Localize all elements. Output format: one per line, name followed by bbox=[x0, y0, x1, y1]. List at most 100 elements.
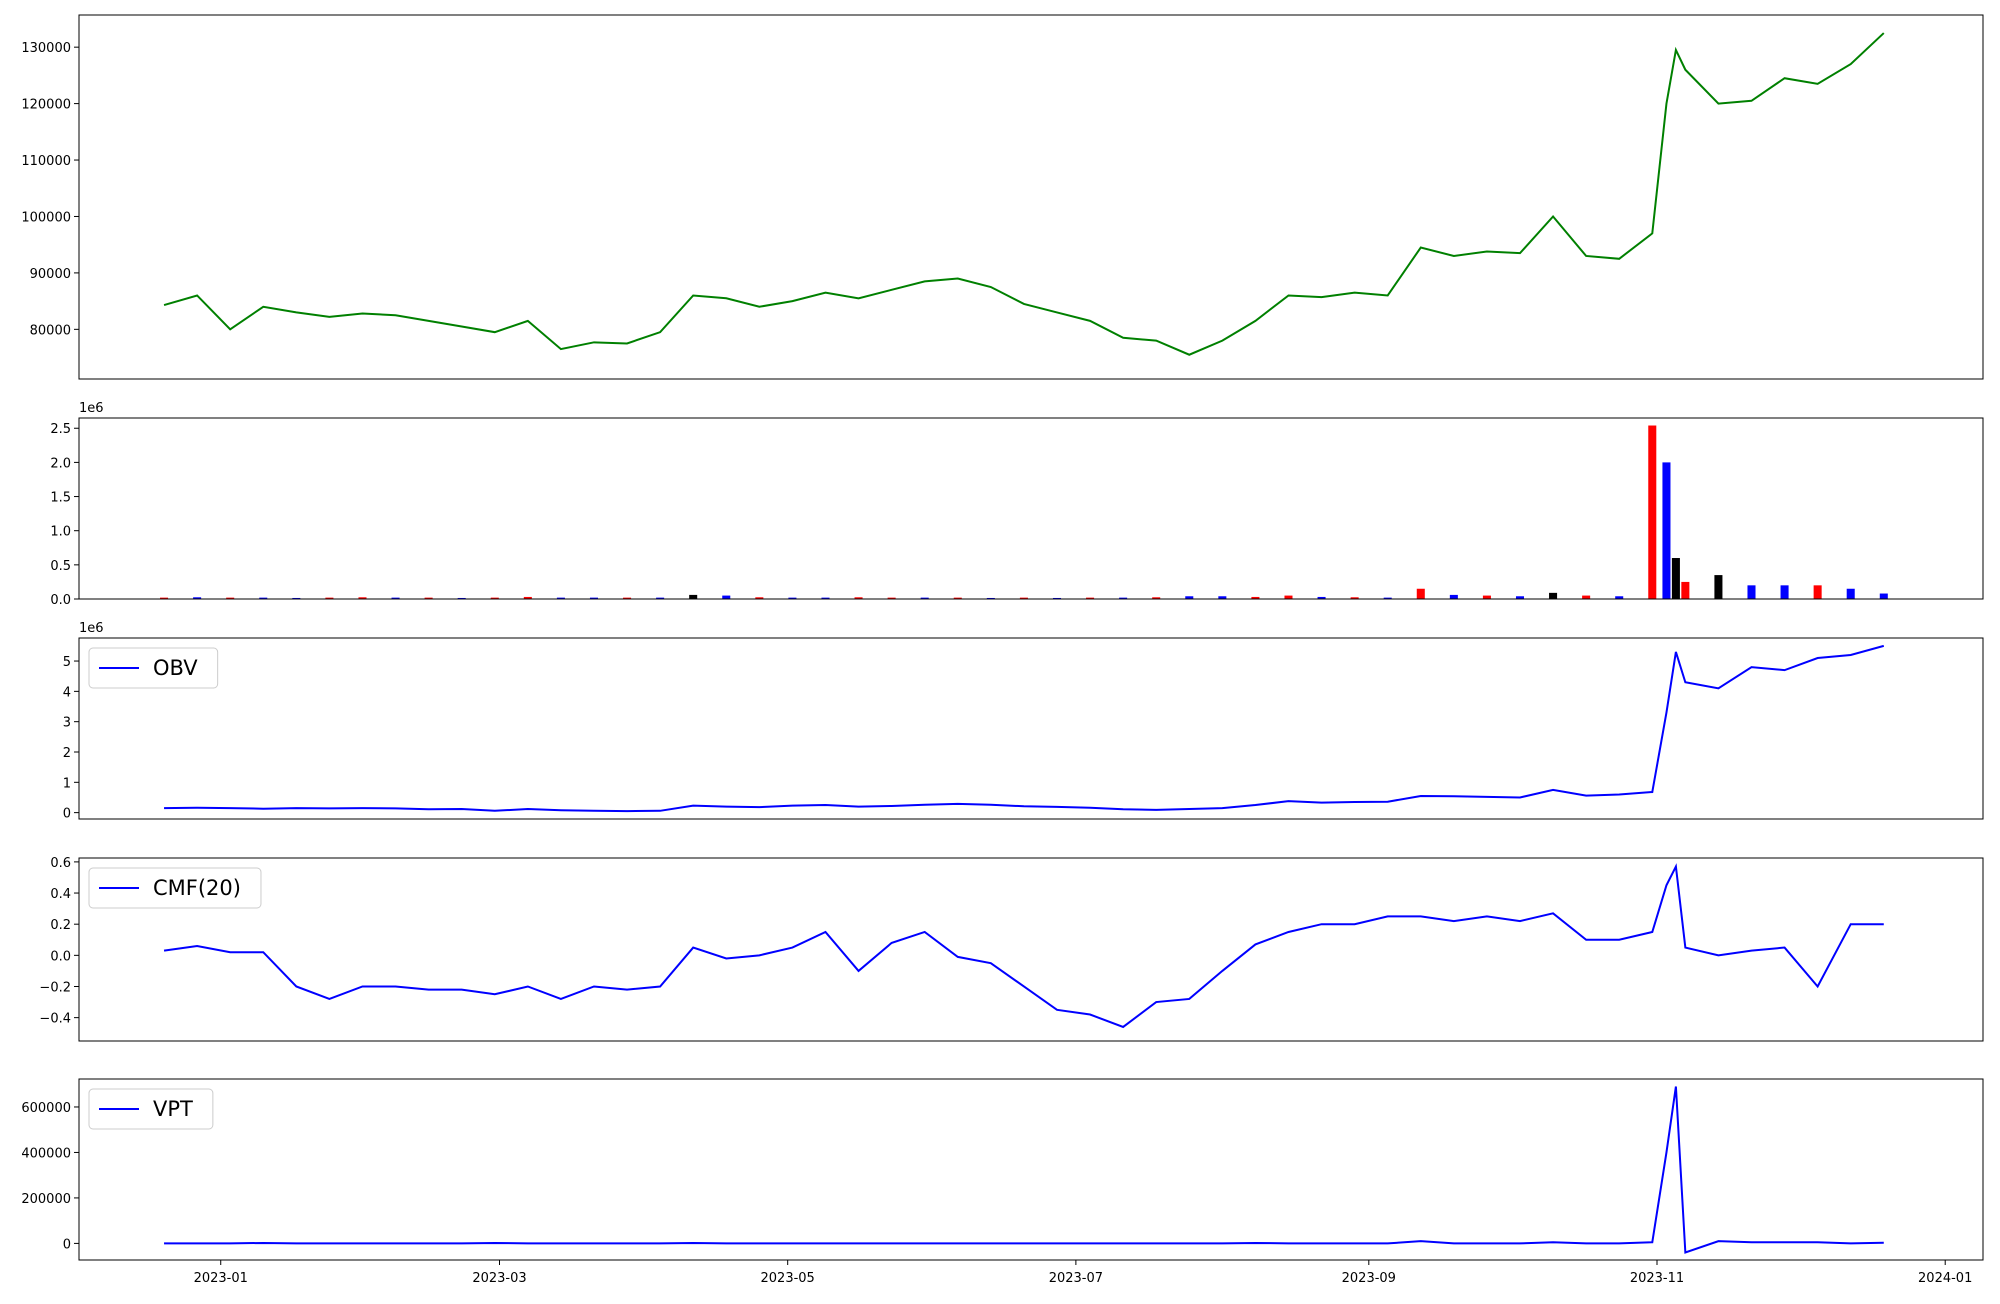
y-tick-label: 0.4 bbox=[50, 887, 71, 902]
y-tick-label: 1.5 bbox=[50, 491, 71, 506]
x-tick-label: 2023-01 bbox=[194, 1271, 248, 1286]
y-tick-label: −0.4 bbox=[39, 1012, 71, 1027]
legend-box bbox=[88, 647, 219, 689]
bar bbox=[1416, 588, 1425, 599]
y-tick-label: 100000 bbox=[21, 210, 71, 225]
y-tick-label: −0.2 bbox=[39, 980, 71, 995]
bar bbox=[226, 597, 235, 599]
bar bbox=[391, 597, 400, 599]
x-tick-label: 2023-03 bbox=[472, 1271, 526, 1286]
bar bbox=[1482, 595, 1491, 599]
bar bbox=[1086, 597, 1095, 599]
bar bbox=[1185, 596, 1194, 599]
bar bbox=[623, 597, 632, 599]
bar bbox=[490, 597, 499, 599]
plot-frame bbox=[78, 637, 1984, 820]
bar bbox=[1449, 594, 1458, 599]
y-tick-label: 80000 bbox=[30, 323, 71, 338]
legend: OBV bbox=[88, 647, 219, 689]
legend-label: VPT bbox=[153, 1097, 193, 1121]
x-tick-label: 2023-05 bbox=[761, 1271, 815, 1286]
axis-offset-label: 1e6 bbox=[79, 401, 104, 416]
y-tick-label: 1 bbox=[63, 776, 71, 791]
y-tick-label: 3 bbox=[63, 716, 71, 731]
bar bbox=[1350, 597, 1359, 599]
panel: 80000 90000 100000 110000 120000 130000 bbox=[21, 14, 1984, 380]
plot-frame bbox=[78, 417, 1984, 600]
y-tick-label: 4 bbox=[63, 685, 71, 700]
y-tick-label: 0.0 bbox=[50, 593, 71, 608]
bar bbox=[589, 597, 598, 599]
bar bbox=[1846, 588, 1855, 599]
bar bbox=[1052, 597, 1062, 599]
bar bbox=[457, 597, 466, 599]
bar bbox=[755, 597, 764, 599]
plot-frame bbox=[78, 14, 1984, 380]
bar bbox=[523, 596, 532, 599]
y-tick-label: 0.2 bbox=[50, 918, 71, 933]
bar bbox=[358, 597, 367, 599]
legend-label: OBV bbox=[153, 656, 198, 680]
plot-frame bbox=[78, 1078, 1984, 1261]
x-tick-label: 2023-09 bbox=[1342, 1271, 1396, 1286]
bar bbox=[887, 597, 896, 599]
bar bbox=[1671, 558, 1680, 599]
legend-label: CMF(20) bbox=[153, 876, 241, 900]
bar bbox=[1284, 595, 1293, 599]
y-tick-label: 1.0 bbox=[50, 525, 71, 540]
bar bbox=[556, 597, 565, 599]
bar bbox=[1582, 595, 1591, 599]
bar bbox=[1152, 597, 1161, 599]
y-tick-label: 2 bbox=[63, 746, 71, 761]
bar bbox=[424, 597, 433, 599]
y-tick-label: 0 bbox=[63, 1237, 71, 1252]
y-tick-label: 2.0 bbox=[50, 456, 71, 471]
bar bbox=[854, 597, 863, 599]
bar bbox=[160, 597, 169, 599]
bar bbox=[259, 597, 268, 599]
panel: −0.4 −0.2 0.0 0.2 0.4 0.6 CMF(20) bbox=[39, 856, 1984, 1042]
bar bbox=[722, 595, 731, 599]
panel: 0 1 2 3 4 5 1e6 OBV bbox=[63, 621, 1984, 822]
bar bbox=[1383, 597, 1392, 599]
bar bbox=[821, 597, 830, 599]
bar bbox=[1549, 592, 1558, 599]
y-tick-label: 0 bbox=[63, 807, 71, 822]
bar bbox=[1119, 597, 1128, 599]
y-tick-label: 0.0 bbox=[50, 949, 71, 964]
bar bbox=[1019, 597, 1028, 599]
bar bbox=[325, 597, 334, 599]
bar bbox=[689, 594, 698, 599]
bar bbox=[1714, 575, 1723, 599]
legend-box bbox=[88, 1088, 214, 1130]
bar bbox=[1681, 581, 1690, 599]
line bbox=[164, 644, 1885, 813]
bar bbox=[920, 597, 929, 599]
panel: 0 200000 400000 600000 2023-01 2023-03 2023-05… bbox=[21, 1078, 1984, 1286]
bar bbox=[986, 597, 995, 599]
bar bbox=[193, 597, 202, 599]
y-tick-label: 110000 bbox=[21, 154, 71, 169]
y-tick-label: 0.5 bbox=[50, 559, 71, 574]
bar bbox=[1615, 596, 1624, 599]
line bbox=[163, 863, 1884, 1029]
bar bbox=[1780, 585, 1789, 599]
line bbox=[163, 32, 1885, 356]
y-tick-label: 600000 bbox=[21, 1101, 71, 1116]
x-tick-label: 2024-01 bbox=[1918, 1271, 1972, 1286]
y-tick-label: 90000 bbox=[30, 267, 71, 282]
y-tick-label: 0.6 bbox=[50, 856, 71, 871]
bar bbox=[1662, 462, 1671, 599]
line bbox=[164, 1086, 1884, 1254]
bar bbox=[656, 597, 665, 599]
legend: CMF(20) bbox=[88, 867, 262, 909]
bar bbox=[1218, 596, 1227, 599]
bar bbox=[953, 597, 962, 599]
bar bbox=[1317, 596, 1326, 599]
bar bbox=[1813, 585, 1822, 599]
x-tick-label: 2023-11 bbox=[1630, 1271, 1684, 1286]
bar bbox=[1648, 425, 1657, 599]
axis-offset-label: 1e6 bbox=[79, 621, 104, 636]
bar bbox=[292, 597, 301, 599]
